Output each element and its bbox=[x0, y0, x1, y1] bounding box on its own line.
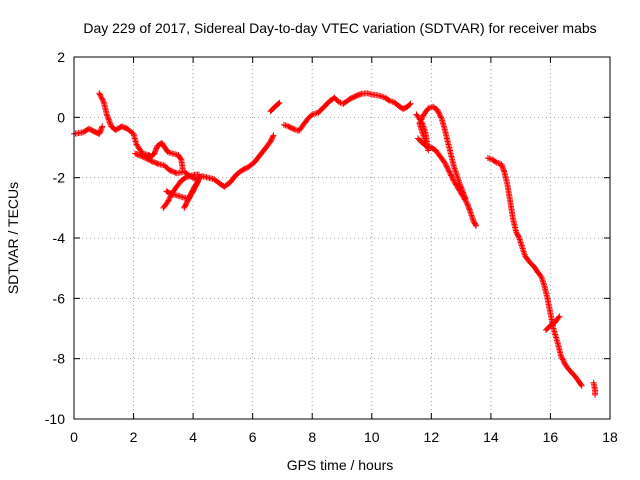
y-tick-label: 0 bbox=[57, 109, 65, 125]
y-axis-label: SDTVAR / TECUs bbox=[5, 182, 21, 294]
data-point-markers bbox=[96, 90, 186, 172]
y-tick-label: -4 bbox=[53, 230, 66, 246]
plot-frame bbox=[73, 56, 611, 420]
data-point-markers bbox=[267, 99, 283, 115]
y-tick-label: 2 bbox=[57, 49, 65, 65]
chart-title: Day 229 of 2017, Sidereal Day-to-day VTE… bbox=[83, 20, 596, 36]
x-tick-label: 0 bbox=[70, 429, 78, 445]
y-tick-label: -6 bbox=[53, 290, 66, 306]
x-tick-labels: 0 2 4 6 8 10 12 14 16 18 bbox=[70, 429, 618, 445]
data-segment bbox=[414, 135, 479, 229]
data-segment bbox=[484, 155, 585, 389]
y-tick-label: -8 bbox=[53, 351, 66, 367]
grid bbox=[74, 57, 610, 419]
data-point-markers bbox=[542, 313, 563, 334]
data-segment bbox=[71, 123, 106, 137]
x-tick-label: 16 bbox=[543, 429, 559, 445]
x-tick-label: 6 bbox=[249, 429, 257, 445]
y-tick-labels: -10 -8 -6 -4 -2 0 2 bbox=[45, 49, 65, 427]
y-tick-label: -2 bbox=[53, 170, 66, 186]
data-segment bbox=[132, 132, 277, 190]
data-point-markers bbox=[71, 123, 106, 137]
data-point-markers bbox=[484, 155, 585, 389]
data-segment bbox=[280, 90, 414, 134]
x-tick-label: 2 bbox=[130, 429, 138, 445]
x-tick-label: 4 bbox=[189, 429, 197, 445]
data-segment bbox=[181, 176, 203, 211]
x-tick-label: 10 bbox=[364, 429, 380, 445]
data-point-markers bbox=[132, 132, 277, 190]
x-tick-label: 12 bbox=[424, 429, 440, 445]
x-tick-label: 14 bbox=[483, 429, 499, 445]
ticks bbox=[73, 56, 611, 420]
data-segment bbox=[267, 99, 283, 115]
x-tick-label: 8 bbox=[308, 429, 316, 445]
x-tick-label: 18 bbox=[602, 429, 618, 445]
data-point-markers bbox=[414, 135, 479, 229]
data-series bbox=[71, 90, 599, 398]
x-axis-label: GPS time / hours bbox=[287, 457, 394, 473]
data-point-markers bbox=[181, 176, 203, 211]
y-tick-label: -10 bbox=[45, 411, 65, 427]
data-point-markers bbox=[590, 379, 599, 398]
data-segment bbox=[96, 90, 186, 172]
data-point-markers bbox=[280, 90, 414, 134]
data-segment bbox=[542, 313, 563, 334]
data-segment bbox=[590, 379, 599, 398]
